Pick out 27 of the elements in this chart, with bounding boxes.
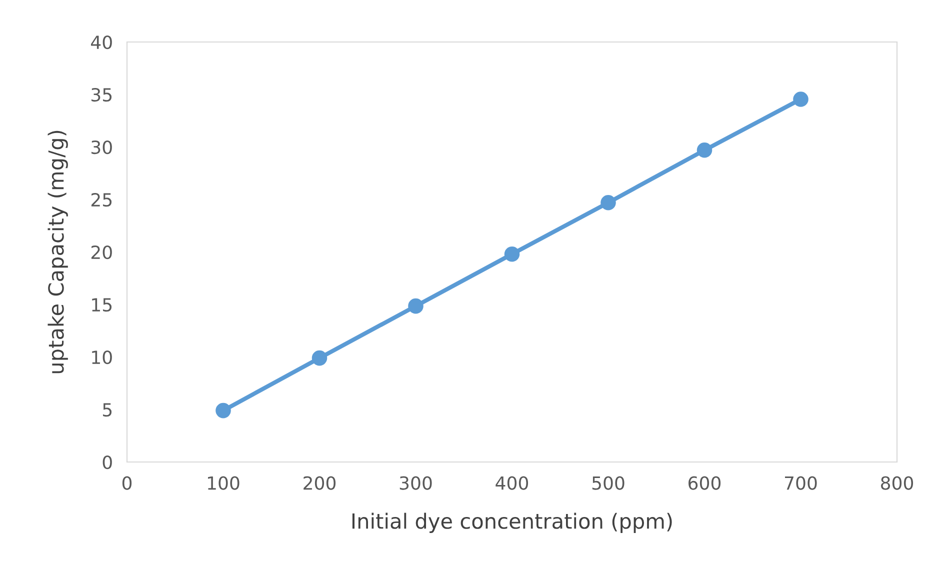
x-tick-label: 400 [496,476,528,490]
y-tick-label: 5 [103,403,112,417]
x-tick-label: 300 [400,476,432,490]
x-tick-label: 100 [208,476,240,490]
x-axis-title: Initial dye concentration (ppm) [352,512,672,533]
x-tick-label: 800 [880,476,914,490]
x-tick-label: 0 [122,476,132,490]
y-tick-label: 25 [91,192,112,207]
point [216,402,231,418]
x-tick-label: 200 [304,476,336,490]
x-tick-label: 600 [688,476,721,490]
point [793,92,808,107]
y-tick-label: 35 [92,88,112,102]
y-tick-label: 20 [91,245,112,260]
point [600,195,616,210]
y-axis-title: uptake Capacity (mg/g) [48,130,68,374]
x-tick-label: 500 [592,476,624,490]
point [312,350,328,366]
point [504,246,520,262]
y-tick-label: 15 [92,298,112,312]
y-tick-label: 30 [92,140,112,154]
y-tick-label: 0 [102,455,112,470]
x-tick-label: 700 [785,476,817,490]
y-tick-label: 10 [92,350,112,364]
y-tick-label: 40 [91,35,112,50]
point [408,298,424,314]
point [696,142,712,158]
